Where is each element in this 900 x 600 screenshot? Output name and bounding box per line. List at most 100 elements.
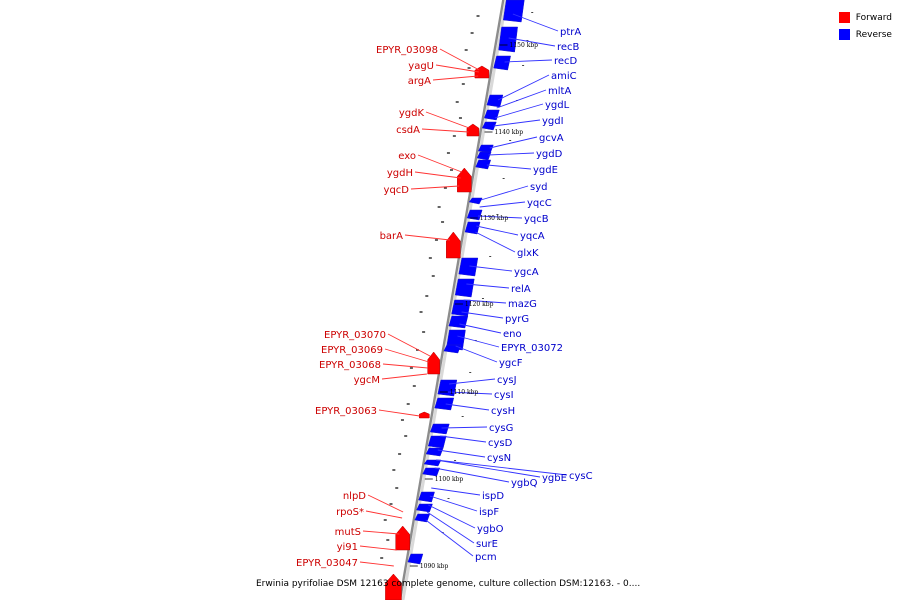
gene-block-forward-body xyxy=(466,123,480,137)
legend-reverse-swatch xyxy=(838,29,850,40)
gene-block-forward xyxy=(427,351,440,375)
connector-rela xyxy=(466,283,510,289)
connector-yqcd xyxy=(410,185,460,190)
gene-block-reverse xyxy=(502,0,525,23)
gene-block-reverse xyxy=(468,197,483,205)
gene-block-reverse xyxy=(493,55,511,71)
gene-block-reverse-body xyxy=(429,423,450,435)
gene-block-reverse xyxy=(481,121,497,131)
connector-pcm xyxy=(425,519,474,557)
gene-block-forward xyxy=(466,123,480,137)
gene-block-reverse xyxy=(458,257,479,277)
gene-block-forward xyxy=(419,411,430,419)
gene-label-ygbe: ygbE xyxy=(542,473,567,484)
connector-sure xyxy=(426,511,475,544)
connector-yqca xyxy=(476,225,519,236)
connector-recd xyxy=(504,59,553,63)
gene-label-rpos: rpoS* xyxy=(336,507,364,518)
gene-block-reverse xyxy=(434,397,455,411)
gene-label-ygde: ygdE xyxy=(533,165,558,176)
connector-mazg xyxy=(463,299,507,304)
minor-dot xyxy=(509,140,512,141)
gene-label-cysj: cysJ xyxy=(497,375,517,386)
gene-label-exo: exo xyxy=(398,151,416,162)
connector-ygdi xyxy=(493,119,541,127)
connector-epyr-03072 xyxy=(457,335,500,348)
gene-block-reverse-body xyxy=(458,257,479,277)
gene-label-ispf: ispF xyxy=(479,507,499,518)
gene-block-reverse-body xyxy=(468,197,483,205)
gene-block-reverse xyxy=(407,553,424,565)
gene-label-mazg: mazG xyxy=(508,299,537,310)
backbone-line xyxy=(398,0,505,600)
gene-label-ygdl: ygdL xyxy=(545,100,570,111)
gene-block-forward xyxy=(385,573,402,600)
gene-block-reverse-body xyxy=(418,491,435,503)
axis-tick-label: 1130 kbp xyxy=(480,215,509,222)
gene-label-yqcd: yqcD xyxy=(384,185,410,196)
gene-block-reverse xyxy=(475,159,492,170)
gene-label-epyr-03072: EPYR_03072 xyxy=(501,343,563,354)
connector-ispf xyxy=(429,495,478,512)
gene-block-reverse xyxy=(486,94,504,108)
gene-label-ygcm: ygcM xyxy=(354,375,380,386)
connector-ispd xyxy=(431,487,481,496)
gene-block-reverse-body xyxy=(481,121,497,131)
gene-label-gcva: gcvA xyxy=(539,133,564,144)
connector-cysi xyxy=(447,391,493,395)
minor-dot xyxy=(496,214,499,215)
gene-block-reverse-body xyxy=(486,94,504,108)
minor-dot xyxy=(531,12,534,13)
gene-block-reverse xyxy=(454,278,475,298)
gene-label-pyrg: pyrG xyxy=(505,314,529,325)
gene-block-reverse-body xyxy=(407,553,424,565)
minor-dot xyxy=(447,498,450,499)
gene-label-yqca: yqcA xyxy=(520,231,545,242)
gene-label-recd: recD xyxy=(554,56,578,67)
gene-block-forward-body xyxy=(457,167,472,193)
gene-block-reverse-body xyxy=(493,55,511,71)
gene-block-reverse-body xyxy=(434,397,455,411)
gene-block-forward-body xyxy=(395,525,410,551)
gene-label-arga: argA xyxy=(408,76,431,87)
connector-pyrg xyxy=(461,311,504,319)
connector-bara xyxy=(404,234,450,241)
connector-cysg xyxy=(441,426,488,429)
gene-label-ispd: ispD xyxy=(482,491,504,502)
gene-block-reverse-body xyxy=(443,344,462,354)
gene-label-sure: surE xyxy=(476,539,498,550)
gene-label-ygca: ygcA xyxy=(514,267,539,278)
connector-yqcb xyxy=(478,215,523,219)
legend-reverse-label: Reverse xyxy=(855,29,892,40)
legend-forward: Forward xyxy=(838,9,892,26)
axis-tick-label: 1120 kbp xyxy=(465,301,494,308)
gene-block-reverse-body xyxy=(483,109,500,121)
legend: Forward Reverse xyxy=(838,9,892,43)
minor-dot xyxy=(469,372,472,373)
gene-label-epyr-03069: EPYR_03069 xyxy=(321,345,383,356)
connector-mlta xyxy=(496,89,547,109)
legend-forward-label: Forward xyxy=(855,12,892,23)
gene-label-glxk: glxK xyxy=(517,248,539,259)
gene-label-ygdd: ygdD xyxy=(536,149,563,160)
gene-label-ygcf: ygcF xyxy=(499,358,523,369)
gene-label-cysh: cysH xyxy=(491,406,515,417)
gene-label-muts: mutS xyxy=(335,527,361,538)
minor-dot xyxy=(489,256,492,257)
connector-epyr-03068 xyxy=(382,363,428,369)
connector-arga xyxy=(432,75,479,81)
gene-label-epyr-03070: EPYR_03070 xyxy=(324,330,386,341)
connector-epyr-03070 xyxy=(387,333,431,357)
connector-ygbe xyxy=(435,459,541,478)
gene-block-reverse-body xyxy=(454,278,475,298)
gene-block-reverse-body xyxy=(416,503,433,513)
gene-block-forward-body xyxy=(446,231,461,259)
gene-block-forward-body xyxy=(419,411,430,419)
gene-label-cysn: cysN xyxy=(487,453,511,464)
gene-label-nlpd: nlpD xyxy=(343,491,366,502)
minor-dot xyxy=(502,178,505,179)
connector-ptra xyxy=(512,13,559,32)
gene-blocks xyxy=(385,0,525,600)
gene-label-epyr-03098: EPYR_03098 xyxy=(376,45,438,56)
